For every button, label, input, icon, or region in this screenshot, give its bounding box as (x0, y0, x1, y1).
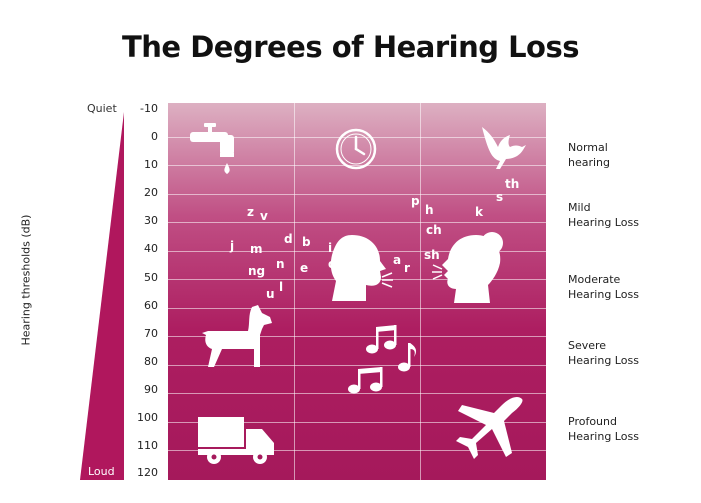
loud-label: Loud (88, 465, 115, 478)
phoneme-label: o (328, 257, 337, 271)
phoneme-label: th (505, 177, 520, 191)
phoneme-label: a (393, 253, 402, 267)
hearing-category: Normal hearing (568, 140, 688, 170)
bird-icon (482, 127, 526, 169)
grid-line (168, 450, 546, 451)
phoneme-label: i (328, 241, 333, 255)
hearing-category-line2: hearing (568, 156, 611, 169)
y-tick: 30 (144, 214, 158, 227)
y-axis-label: Hearing thresholds (dB) (19, 214, 33, 346)
hearing-category-line1: Moderate (568, 273, 621, 286)
y-tick: 50 (144, 271, 158, 284)
y-tick: 120 (137, 466, 158, 479)
hearing-category-line1: Mild (568, 201, 591, 214)
hearing-category-line2: Hearing Loss (568, 216, 639, 229)
phoneme-label: j (230, 239, 235, 253)
phoneme-label: s (496, 190, 504, 204)
phoneme-label: v (260, 209, 268, 223)
y-tick: -10 (140, 102, 158, 115)
y-tick: 10 (144, 158, 158, 171)
audiogram-chart: z v j m ng n d l u e b i o a r p h ch sh k s th (168, 103, 546, 480)
clock-icon (335, 128, 377, 170)
grid-line (294, 103, 295, 480)
y-tick: 60 (144, 299, 158, 312)
music-notes-icon (348, 325, 417, 394)
grid-line (168, 336, 546, 337)
hearing-category: Moderate Hearing Loss (568, 272, 688, 302)
y-tick: 40 (144, 242, 158, 255)
phoneme-label: m (250, 242, 263, 256)
phoneme-label: ng (248, 264, 266, 278)
quiet-label: Quiet (87, 102, 117, 115)
hearing-category: Profound Hearing Loss (568, 414, 688, 444)
y-tick: 110 (137, 439, 158, 452)
phoneme-label: u (266, 287, 275, 301)
hearing-category: Mild Hearing Loss (568, 200, 688, 230)
phoneme-label: n (276, 257, 285, 271)
phoneme-label: z (247, 205, 254, 219)
faucet-icon (190, 123, 234, 174)
hearing-category: Severe Hearing Loss (568, 338, 688, 368)
speaking-woman-icon (432, 232, 503, 303)
phoneme-label: p (411, 194, 420, 208)
y-tick: 100 (137, 411, 158, 424)
airplane-icon (456, 397, 523, 459)
grid-line (168, 421, 546, 423)
phoneme-label: r (404, 261, 410, 275)
grid-line (168, 165, 546, 166)
grid-line (168, 222, 546, 223)
hearing-category-line1: Normal (568, 141, 608, 154)
y-tick: 70 (144, 327, 158, 340)
hearing-category-line1: Profound (568, 415, 617, 428)
phoneme-label: sh (424, 248, 440, 262)
y-tick: 90 (144, 383, 158, 396)
phoneme-label: ch (426, 223, 442, 237)
phoneme-label: d (284, 232, 293, 246)
phoneme-label: b (302, 235, 311, 249)
truck-icon (198, 417, 274, 464)
hearing-category-line1: Severe (568, 339, 607, 352)
grid-line (168, 393, 546, 394)
phoneme-label: e (300, 261, 309, 275)
y-tick: 80 (144, 355, 158, 368)
grid-line (168, 193, 546, 195)
grid-line (420, 103, 421, 480)
page-title: The Degrees of Hearing Loss (122, 30, 580, 64)
grid-line (168, 364, 546, 366)
y-tick: 20 (144, 186, 158, 199)
phoneme-label: h (425, 203, 434, 217)
phoneme-label: l (279, 280, 284, 294)
speaking-man-icon (330, 235, 393, 301)
dog-icon (202, 305, 272, 367)
grid-line (168, 307, 546, 309)
hearing-category-line2: Hearing Loss (568, 288, 639, 301)
y-tick: 0 (151, 130, 158, 143)
phoneme-label: k (475, 205, 483, 219)
hearing-category-line2: Hearing Loss (568, 430, 639, 443)
hearing-category-line2: Hearing Loss (568, 354, 639, 367)
